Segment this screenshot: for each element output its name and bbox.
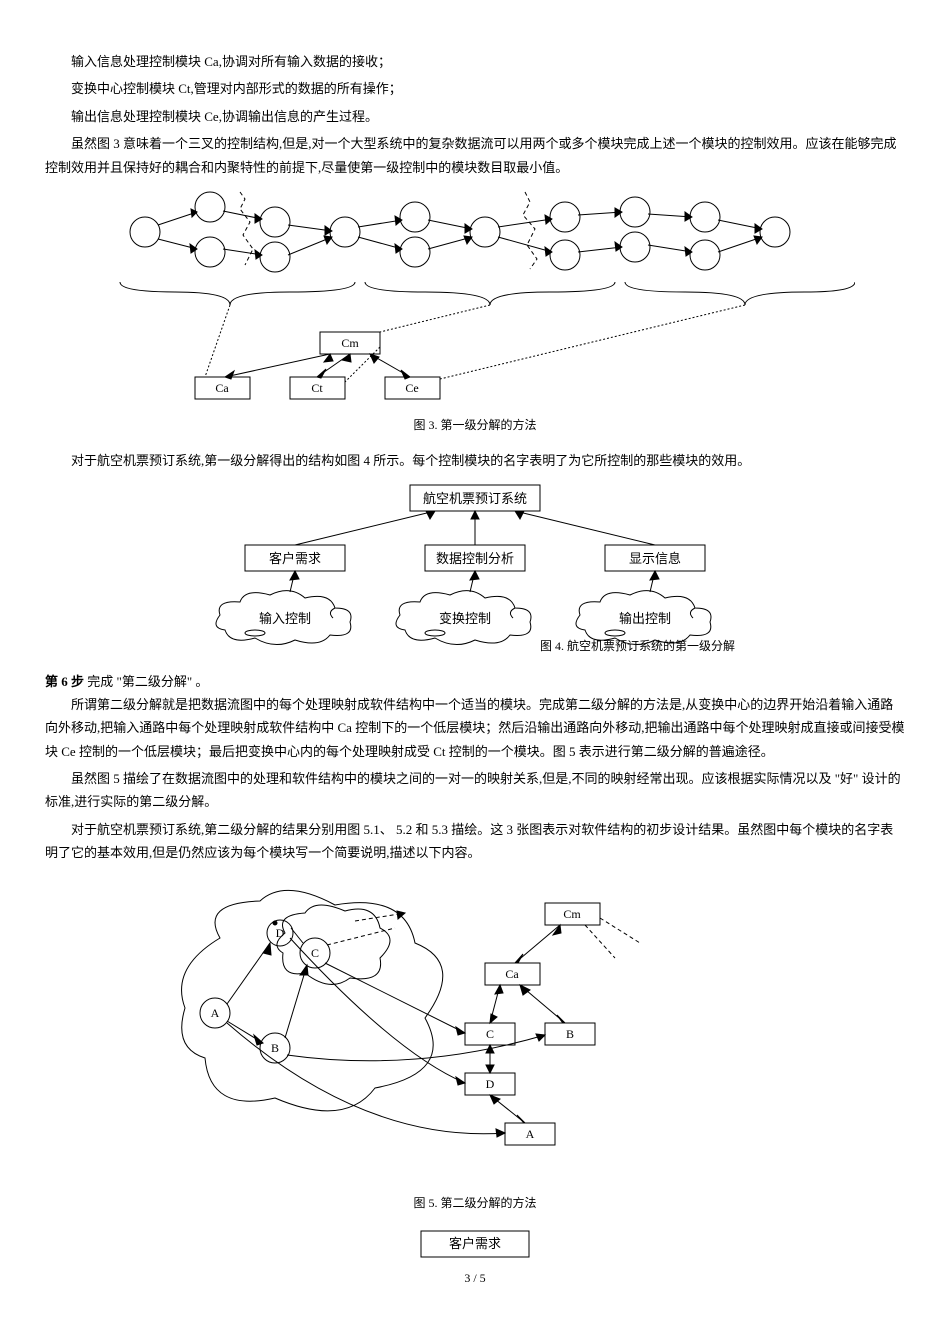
fig5-left-D: D — [276, 926, 285, 940]
para-ct: 变换中心控制模块 Ct,管理对内部形式的数据的所有操作； — [45, 77, 905, 100]
para-fig5-note: 虽然图 5 描绘了在数据流图中的处理和软件结构中的模块之间的一对一的映射关系,但… — [45, 767, 905, 814]
step-6-bold: 第 6 步 — [45, 674, 84, 689]
figure-4-caption: 图 4. 航空机票预订系统的第一级分解 — [45, 636, 905, 658]
fig5-Cm: Cm — [563, 907, 581, 921]
figure-5-caption: 图 5. 第二级分解的方法 — [45, 1193, 905, 1215]
fig5-Ca: Ca — [505, 967, 519, 981]
para-second-decomp: 所谓第二级分解就是把数据流图中的每个处理映射成软件结构中一个适当的模块。完成第二… — [45, 693, 905, 763]
final-box-label: 客户需求 — [449, 1236, 501, 1251]
fig5-box-A: A — [526, 1127, 535, 1141]
figure-3: Cm Ca Ct Ce — [45, 187, 905, 407]
fig5-left-B: B — [271, 1041, 279, 1055]
fig3-ct-label: Ct — [311, 381, 323, 395]
para-fig4-intro: 对于航空机票预订系统,第一级分解得出的结构如图 4 所示。每个控制模块的名字表明… — [45, 449, 905, 472]
para-fig3-intro: 虽然图 3 意味着一个三叉的控制结构,但是,对一个大型系统中的复杂数据流可以用两… — [45, 132, 905, 179]
fig4-cloud-right: 输出控制 — [619, 611, 671, 626]
fig4-mid-label: 数据控制分析 — [436, 551, 514, 566]
fig5-box-D: D — [486, 1077, 495, 1091]
para-ca: 输入信息处理控制模块 Ca,协调对所有输入数据的接收； — [45, 50, 905, 73]
fig3-cm-label: Cm — [341, 336, 359, 350]
page-number: 3 / 5 — [45, 1268, 905, 1290]
figure-5: A B C D — [45, 873, 905, 1163]
fig4-right-label: 显示信息 — [629, 551, 681, 566]
figure-4: 航空机票预订系统 客户需求 数据控制分析 显示信息 输入控制 变换控制 输出控制… — [45, 480, 905, 658]
fig5-box-C: C — [486, 1027, 494, 1041]
fig5-left-C: C — [311, 946, 319, 960]
para-fig5-result: 对于航空机票预订系统,第二级分解的结果分别用图 5.1、 5.2 和 5.3 描… — [45, 818, 905, 865]
final-box: 客户需求 — [420, 1230, 530, 1258]
step-6-heading: 第 6 步 完成 "第二级分解" 。 — [45, 670, 905, 693]
fig4-cloud-mid: 变换控制 — [439, 611, 491, 626]
fig5-left-A: A — [211, 1006, 220, 1020]
fig4-top-label: 航空机票预订系统 — [423, 491, 527, 506]
fig3-ce-label: Ce — [405, 381, 418, 395]
para-ce: 输出信息处理控制模块 Ce,协调输出信息的产生过程。 — [45, 105, 905, 128]
fig5-box-B: B — [566, 1027, 574, 1041]
step-6-rest: 完成 "第二级分解" 。 — [84, 674, 208, 689]
figure-3-caption: 图 3. 第一级分解的方法 — [45, 415, 905, 437]
fig3-ca-label: Ca — [215, 381, 229, 395]
fig4-cloud-left: 输入控制 — [259, 611, 311, 626]
fig4-left-label: 客户需求 — [269, 551, 321, 566]
